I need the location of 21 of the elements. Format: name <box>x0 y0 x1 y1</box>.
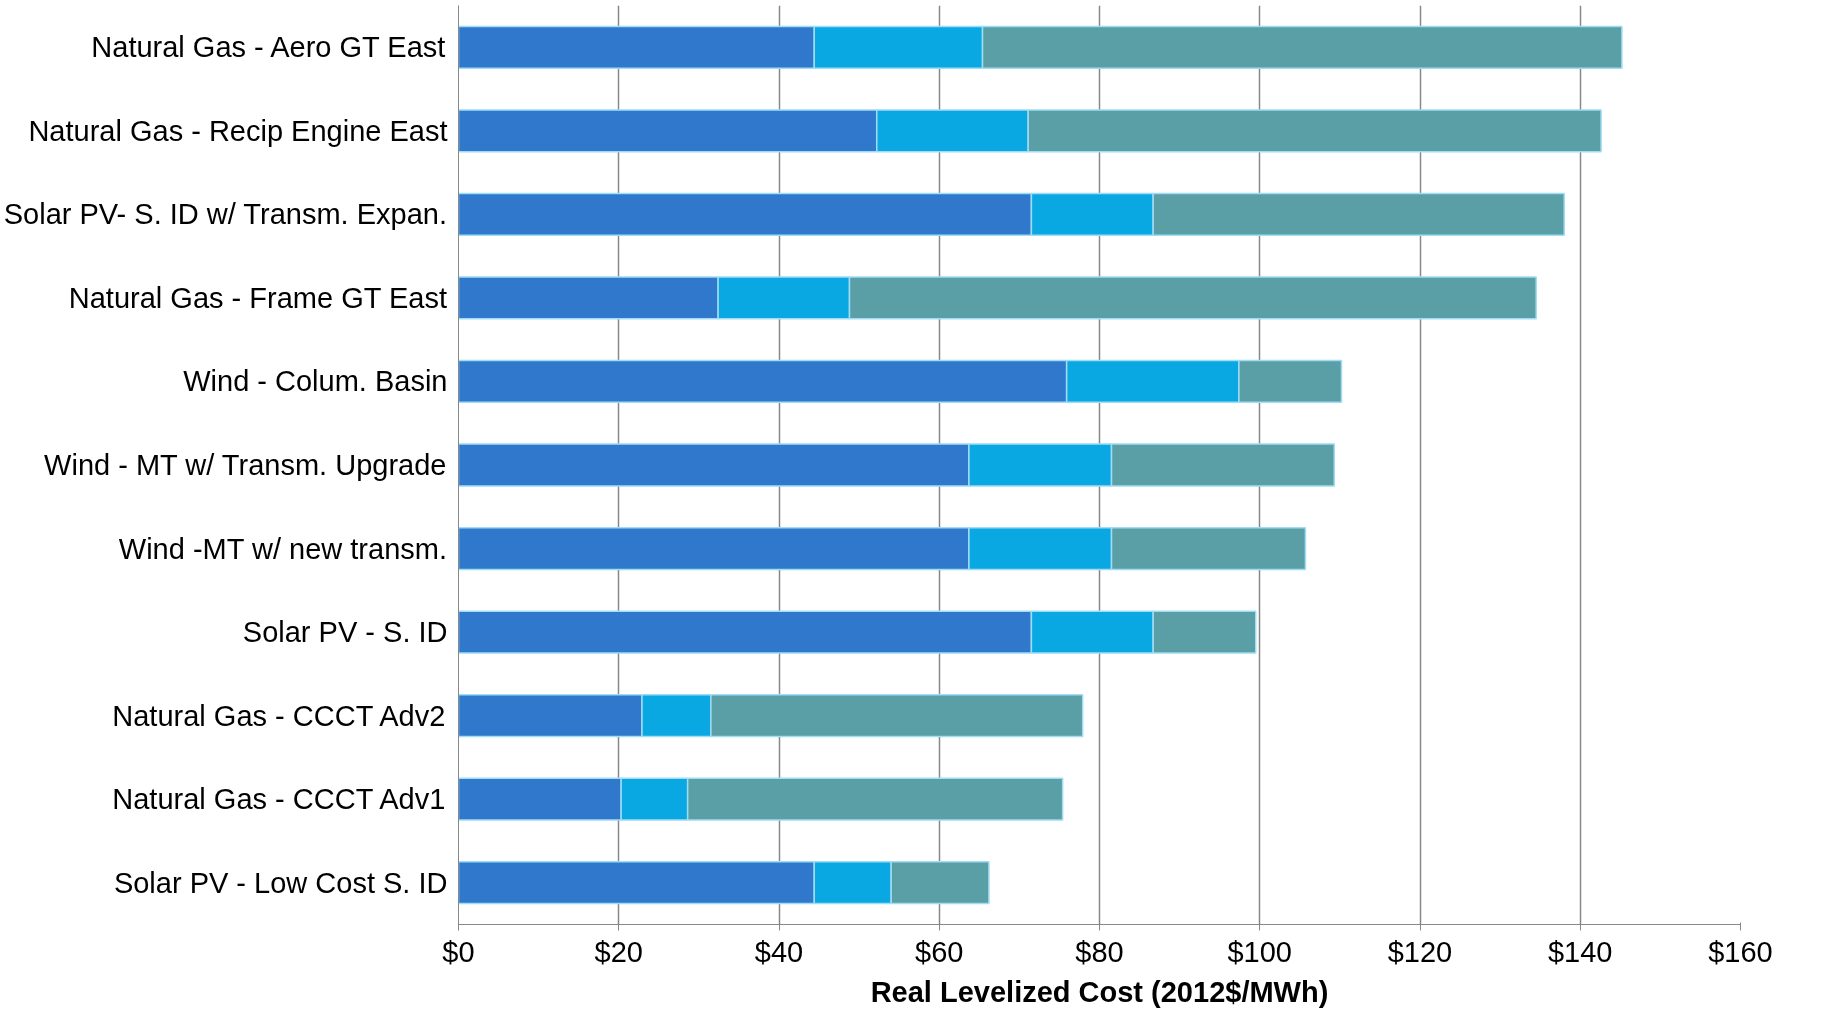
y-tick-label: Wind - MT w/ Transm. Upgrade <box>44 449 447 481</box>
y-tick-label: Wind - Colum. Basin <box>183 365 448 398</box>
x-tick-label: $20 <box>594 935 643 968</box>
y-tick-label: Natural Gas - CCCT Adv2 <box>112 699 446 732</box>
x-tick-label: $60 <box>915 935 964 968</box>
y-tick-label: Solar PV- S. ID w/ Transm. Expan. <box>3 198 447 231</box>
y-tick-label: Natural Gas - Recip Engine East <box>28 114 448 147</box>
y-tick-label: Natural Gas - Frame GT East <box>68 281 447 314</box>
x-tick-label: $80 <box>1075 935 1124 968</box>
x-tick-label: $160 <box>1708 935 1773 968</box>
y-tick-label: Solar PV - S. ID <box>242 616 448 649</box>
y-tick-label: Natural Gas - Aero GT East <box>91 31 446 64</box>
x-axis-title: Real Levelized Cost (2012$/MWh) <box>870 975 1329 1008</box>
x-tick-label: $0 <box>442 935 475 968</box>
y-tick-label: Natural Gas - CCCT Adv1 <box>112 783 446 816</box>
y-tick-label: Solar PV - Low Cost S. ID <box>113 866 448 899</box>
y-tick-label: Wind -MT w/ new transm. <box>118 532 447 565</box>
x-tick-label: $100 <box>1227 935 1293 968</box>
x-tick-label: $40 <box>754 935 804 968</box>
x-tick-label: $120 <box>1387 935 1453 968</box>
x-tick-label: $140 <box>1547 935 1613 968</box>
